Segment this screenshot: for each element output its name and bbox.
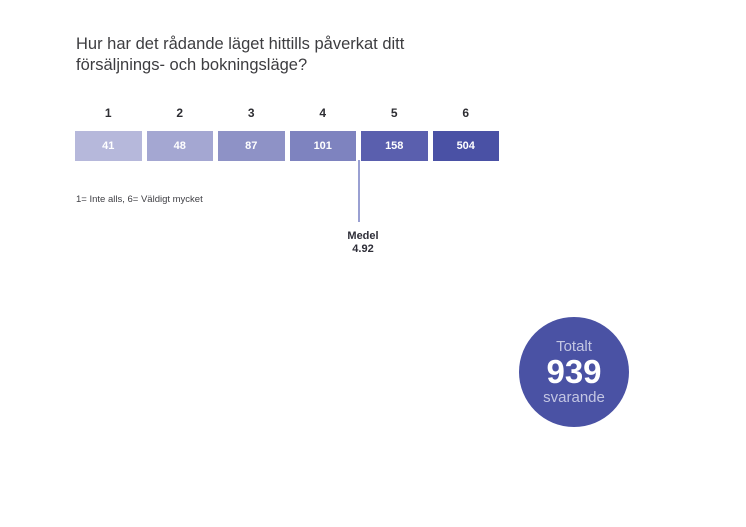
scale-number-5: 5 [390, 106, 398, 120]
scale-number-4: 4 [319, 106, 327, 120]
total-sublabel: svarande [543, 389, 605, 406]
bar-segment-2: 48 [146, 131, 213, 161]
total-value: 939 [546, 353, 602, 390]
bar-segment-row: 41 48 87 101 158 504 [75, 131, 499, 161]
chart-title: Hur har det rådande läget hittills påver… [76, 35, 405, 74]
scale-number-6: 6 [462, 106, 470, 120]
total-label: Totalt [556, 338, 592, 355]
scale-number-3: 3 [247, 106, 255, 120]
mean-indicator-line [358, 160, 360, 222]
bar-segment-5: 158 [361, 131, 428, 161]
bar-segment-1: 41 [75, 131, 142, 161]
scale-number-2: 2 [176, 106, 184, 120]
mean-label-block: Medel 4.92 [323, 230, 403, 256]
total-respondents-badge: Totalt 939 svarande [519, 317, 629, 427]
bar-segment-3: 87 [218, 131, 285, 161]
bar-segment-6: 504 [432, 131, 499, 161]
mean-value: 4.92 [352, 243, 374, 255]
scale-number-row: 1 2 3 4 5 6 [75, 106, 499, 120]
stacked-bar-area: 1 2 3 4 5 6 41 48 87 101 158 504 [75, 106, 499, 161]
scale-legend-note: 1= Inte alls, 6= Väldigt mycket [76, 194, 203, 205]
scale-number-1: 1 [104, 106, 112, 120]
bar-segment-4: 101 [289, 131, 356, 161]
mean-label: Medel [347, 230, 379, 242]
